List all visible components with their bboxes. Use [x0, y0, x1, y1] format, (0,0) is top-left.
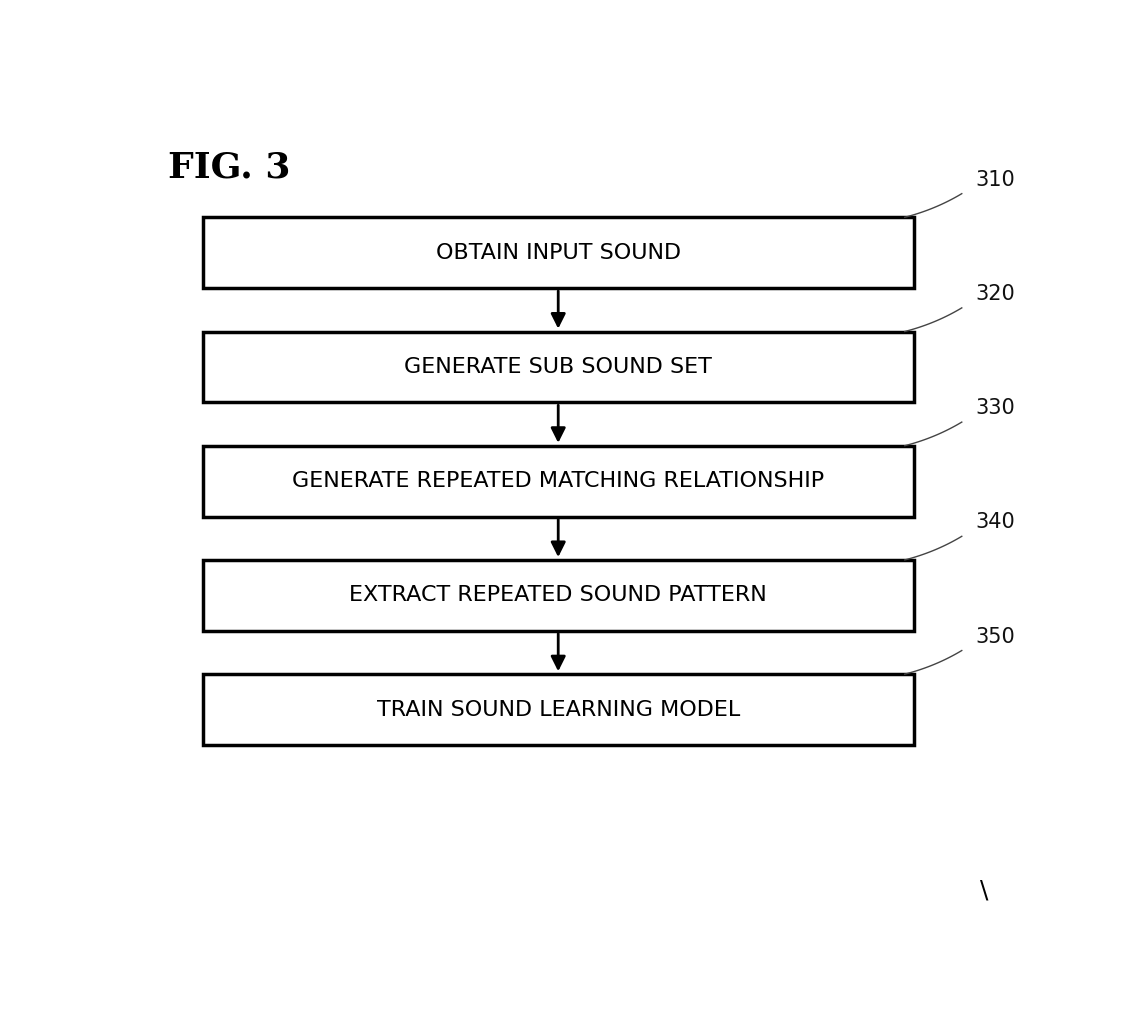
Bar	[203, 560, 914, 631]
Text: EXTRACT REPEATED SOUND PATTERN: EXTRACT REPEATED SOUND PATTERN	[350, 585, 767, 606]
Text: 330: 330	[975, 398, 1014, 418]
Text: OBTAIN INPUT SOUND: OBTAIN INPUT SOUND	[436, 242, 680, 263]
Text: GENERATE REPEATED MATCHING RELATIONSHIP: GENERATE REPEATED MATCHING RELATIONSHIP	[292, 472, 824, 491]
Bar	[203, 331, 914, 402]
Text: \: \	[979, 879, 988, 902]
Bar	[203, 674, 914, 745]
Text: 320: 320	[975, 284, 1014, 304]
Text: TRAIN SOUND LEARNING MODEL: TRAIN SOUND LEARNING MODEL	[377, 700, 740, 719]
Text: 340: 340	[975, 513, 1014, 532]
Text: FIG. 3: FIG. 3	[168, 150, 290, 184]
Bar	[203, 446, 914, 517]
Text: 350: 350	[975, 626, 1014, 647]
Text: 310: 310	[975, 170, 1014, 189]
Text: GENERATE SUB SOUND SET: GENERATE SUB SOUND SET	[404, 357, 712, 376]
Bar	[203, 217, 914, 288]
